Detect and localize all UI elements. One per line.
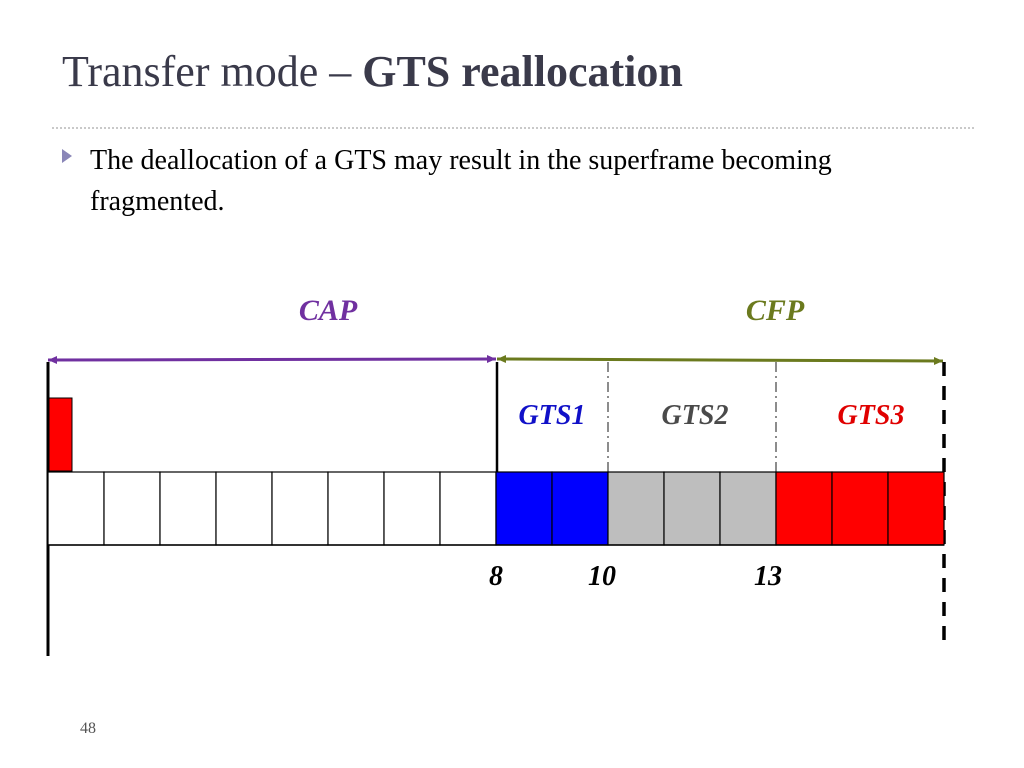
cap-span-arrow (47, 355, 497, 364)
slot-5 (327, 471, 385, 546)
slot-6 (383, 471, 441, 546)
gts3-label: GTS3 (838, 400, 905, 431)
slot-row (47, 471, 945, 546)
page-number: 48 (80, 720, 96, 737)
slot-12 (719, 471, 777, 546)
slot-9 (551, 471, 609, 546)
slot-3 (215, 471, 273, 546)
slot-10 (607, 471, 665, 546)
slot-1 (103, 471, 161, 546)
bullet-text: The deallocation of a GTS may result in … (90, 145, 832, 217)
slot-7 (439, 471, 497, 546)
slot-0 (47, 471, 105, 546)
slot-15 (887, 471, 945, 546)
title-divider (52, 127, 974, 129)
cfp-label: CFP (746, 294, 805, 327)
slot-13 (775, 471, 833, 546)
cfp-span-arrow (496, 355, 944, 365)
slot-14 (831, 471, 889, 546)
slot-marker-13: 13 (754, 561, 782, 592)
slot-4 (271, 471, 329, 546)
page-title: Transfer mode – GTS reallocation (62, 50, 683, 94)
title-bold: GTS reallocation (362, 47, 683, 96)
slot-11 (663, 471, 721, 546)
title-prefix: Transfer mode – (62, 47, 363, 96)
gts2-label: GTS2 (662, 400, 729, 431)
cap-label: CAP (299, 294, 358, 327)
slot-8 (495, 471, 553, 546)
slot-marker-10: 10 (588, 561, 616, 592)
slot-2 (159, 471, 217, 546)
bullet-arrow-icon (62, 149, 72, 163)
gts1-label: GTS1 (519, 400, 586, 431)
slot-marker-8: 8 (489, 561, 503, 592)
beacon-block (48, 397, 73, 472)
